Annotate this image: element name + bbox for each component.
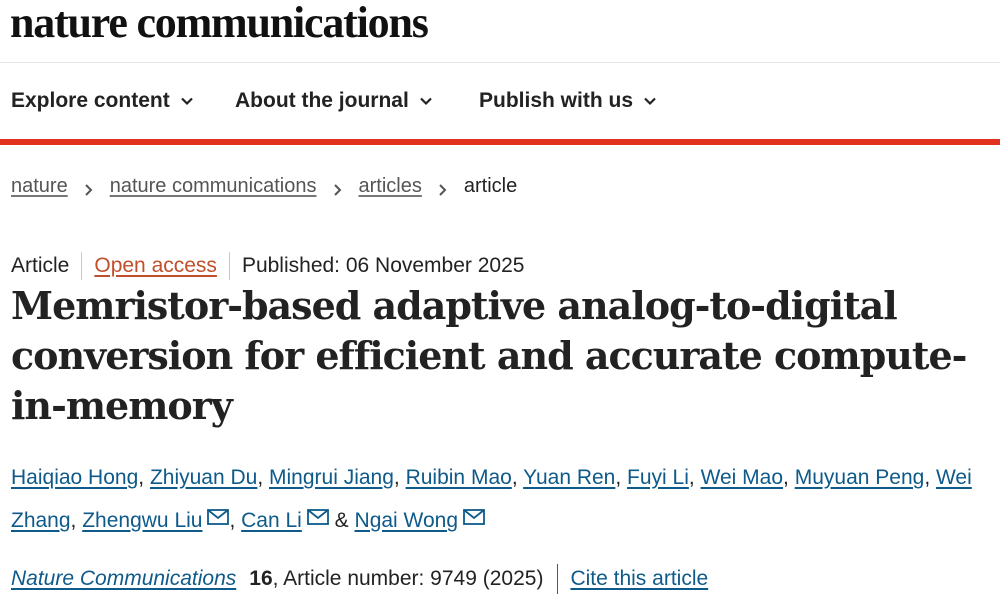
breadcrumb: nature nature communications articles ar… [11,175,517,198]
author-link[interactable]: Mingrui Jiang [269,466,394,489]
email-icon[interactable] [207,509,230,525]
nav-item-label: About the journal [235,89,409,112]
author-link[interactable]: Ngai Wong [354,509,459,532]
author-link[interactable]: Fuyi Li [627,466,689,489]
breadcrumb-nature-communications[interactable]: nature communications [109,175,317,197]
article-type: Article [11,254,70,277]
author-link[interactable]: Muyuan Peng [794,466,925,489]
main-nav: Explore content About the journal Publis… [0,63,1000,145]
chevron-down-icon [419,94,433,108]
published-date: Published: 06 November 2025 [241,254,525,277]
article-number: , Article number: 9749 (2025) [272,567,544,590]
divider [228,252,230,280]
nav-publish-with-us[interactable]: Publish with us [479,89,657,113]
author-list: Haiqiao Hong, Zhiyuan Du, Mingrui Jiang,… [11,466,972,532]
breadcrumb-current: article [463,175,518,197]
journal-link[interactable]: Nature Communications [11,567,237,590]
chevron-right-icon [438,180,448,196]
nav-explore-content[interactable]: Explore content [11,89,194,113]
divider [81,252,83,280]
author-link[interactable]: Zhiyuan Du [149,466,258,489]
breadcrumb-nature[interactable]: nature [11,175,68,197]
email-icon[interactable] [463,509,485,525]
chevron-right-icon [84,180,94,196]
author-link[interactable]: Wei Zhang [11,466,972,532]
author-link[interactable]: Wei Mao [700,466,784,489]
volume: 16 [249,567,273,590]
header: nature communications [0,0,1000,63]
nav-about-journal[interactable]: About the journal [235,89,433,113]
author-link[interactable]: Haiqiao Hong [11,466,139,489]
site-logo[interactable]: nature communications [10,0,429,47]
chevron-right-icon [333,180,343,196]
divider [557,564,559,594]
author-link[interactable]: Yuan Ren [523,466,616,489]
article-title: Memristor-based adaptive analog-to-digit… [11,283,967,428]
citation-line: Nature Communications 16 , Article numbe… [11,564,708,594]
email-icon[interactable] [306,509,329,525]
chevron-down-icon [180,94,194,108]
author-link[interactable]: Can Li [241,509,302,532]
author-link[interactable]: Ruibin Mao [405,466,512,489]
cite-this-article-link[interactable]: Cite this article [570,567,709,590]
chevron-down-icon [643,94,657,108]
open-access-link[interactable]: Open access [94,254,217,277]
breadcrumb-articles[interactable]: articles [358,175,422,197]
nav-item-label: Explore content [11,89,170,112]
nav-item-label: Publish with us [479,89,634,112]
author-link[interactable]: Zhengwu Liu [82,509,203,532]
article-meta: Article Open access Published: 06 Novemb… [11,252,524,280]
